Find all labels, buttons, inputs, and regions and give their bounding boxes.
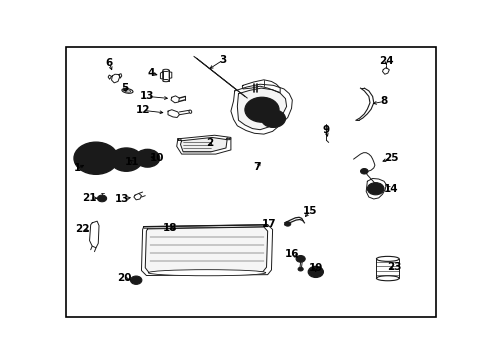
Polygon shape bbox=[163, 70, 169, 81]
Text: 16: 16 bbox=[285, 249, 299, 260]
Polygon shape bbox=[160, 72, 163, 79]
Polygon shape bbox=[119, 74, 122, 78]
Text: 13: 13 bbox=[115, 194, 129, 204]
Circle shape bbox=[92, 156, 100, 161]
Circle shape bbox=[252, 103, 271, 117]
Text: 8: 8 bbox=[380, 96, 387, 107]
Ellipse shape bbox=[124, 90, 130, 92]
Polygon shape bbox=[180, 138, 226, 152]
Text: 13: 13 bbox=[140, 91, 155, 102]
Text: 24: 24 bbox=[378, 56, 393, 66]
Text: 11: 11 bbox=[125, 157, 140, 167]
Ellipse shape bbox=[163, 69, 169, 72]
Text: 7: 7 bbox=[253, 162, 261, 172]
Ellipse shape bbox=[188, 110, 191, 113]
Circle shape bbox=[261, 110, 285, 127]
Polygon shape bbox=[176, 135, 230, 154]
Ellipse shape bbox=[163, 80, 169, 82]
Text: 12: 12 bbox=[135, 105, 149, 115]
Circle shape bbox=[360, 168, 367, 174]
Circle shape bbox=[295, 256, 305, 262]
Text: 17: 17 bbox=[261, 219, 276, 229]
Polygon shape bbox=[237, 88, 286, 130]
Text: 1: 1 bbox=[73, 163, 81, 174]
Polygon shape bbox=[108, 75, 111, 79]
Text: 14: 14 bbox=[383, 184, 397, 194]
Circle shape bbox=[130, 276, 142, 284]
Circle shape bbox=[297, 267, 303, 271]
Polygon shape bbox=[111, 74, 120, 83]
Text: 9: 9 bbox=[322, 125, 328, 135]
Circle shape bbox=[141, 153, 154, 163]
Polygon shape bbox=[376, 259, 398, 278]
Text: 10: 10 bbox=[149, 153, 163, 163]
Polygon shape bbox=[141, 225, 272, 275]
Circle shape bbox=[97, 195, 106, 202]
Polygon shape bbox=[169, 72, 171, 78]
Circle shape bbox=[74, 142, 118, 174]
Text: 3: 3 bbox=[219, 55, 226, 65]
Ellipse shape bbox=[376, 256, 398, 261]
Circle shape bbox=[311, 269, 319, 275]
Polygon shape bbox=[145, 227, 267, 273]
Text: 20: 20 bbox=[117, 273, 132, 283]
Text: 25: 25 bbox=[384, 153, 398, 163]
Circle shape bbox=[371, 186, 379, 192]
Text: 22: 22 bbox=[75, 225, 89, 234]
Text: 4: 4 bbox=[147, 68, 155, 78]
Circle shape bbox=[307, 266, 323, 278]
Text: 23: 23 bbox=[386, 262, 401, 272]
Circle shape bbox=[135, 149, 159, 167]
Circle shape bbox=[133, 278, 139, 282]
Text: 18: 18 bbox=[163, 223, 177, 233]
Polygon shape bbox=[230, 84, 292, 134]
Ellipse shape bbox=[376, 276, 398, 281]
Polygon shape bbox=[242, 80, 280, 93]
Text: 19: 19 bbox=[308, 263, 322, 273]
Text: 5: 5 bbox=[121, 83, 128, 93]
Polygon shape bbox=[89, 221, 99, 248]
Circle shape bbox=[284, 222, 290, 226]
Polygon shape bbox=[366, 179, 386, 199]
Circle shape bbox=[259, 108, 264, 112]
Polygon shape bbox=[178, 139, 181, 141]
Polygon shape bbox=[134, 193, 141, 200]
Circle shape bbox=[266, 114, 280, 123]
Polygon shape bbox=[171, 96, 179, 103]
Ellipse shape bbox=[122, 89, 133, 93]
Polygon shape bbox=[225, 138, 230, 140]
Ellipse shape bbox=[148, 270, 265, 276]
Circle shape bbox=[110, 148, 142, 171]
Circle shape bbox=[366, 183, 383, 195]
Text: 21: 21 bbox=[82, 193, 97, 203]
Polygon shape bbox=[382, 68, 388, 74]
Text: 6: 6 bbox=[105, 58, 113, 68]
Text: 15: 15 bbox=[303, 206, 317, 216]
Text: 2: 2 bbox=[205, 138, 213, 148]
Polygon shape bbox=[168, 110, 179, 117]
Circle shape bbox=[244, 97, 279, 122]
Circle shape bbox=[81, 147, 111, 169]
Circle shape bbox=[117, 153, 136, 167]
